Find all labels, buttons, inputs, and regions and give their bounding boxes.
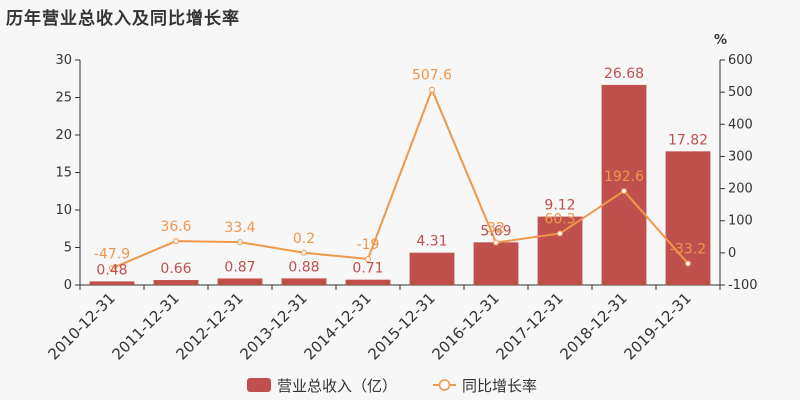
x-tick-label: 2018-12-31: [556, 289, 630, 363]
bar-value-label: 0.71: [352, 261, 383, 277]
right-tick-label: 100: [728, 214, 753, 229]
growth-rate-point: [493, 239, 499, 246]
growth-rate-point: [109, 265, 115, 272]
bar-value-label: 9.12: [544, 198, 575, 214]
left-tick-label: 10: [55, 203, 72, 218]
growth-rate-point: [557, 230, 563, 237]
legend-bar-swatch: [247, 378, 271, 392]
bar: [473, 242, 519, 285]
left-tick-label: 5: [64, 241, 72, 256]
left-tick-label: 20: [55, 128, 72, 143]
x-tick-label: 2015-12-31: [364, 289, 438, 363]
growth-rate-point: [301, 249, 307, 256]
chart-title: 历年营业总收入及同比增长率: [6, 9, 240, 29]
x-tick-label: 2017-12-31: [492, 289, 566, 363]
bar: [601, 84, 647, 286]
bar-value-label: 5.69: [480, 223, 511, 239]
growth-rate-point: [173, 238, 179, 245]
growth-rate-label: -33.2: [670, 242, 706, 258]
growth-rate-point: [237, 239, 243, 246]
right-tick-label: 600: [728, 53, 753, 68]
left-tick-label: 0: [64, 278, 72, 293]
x-tick-label: 2019-12-31: [620, 289, 694, 363]
bar-value-label: 0.48: [96, 262, 127, 278]
left-tick-label: 30: [55, 53, 72, 68]
x-tick-label: 2012-12-31: [172, 289, 246, 363]
right-tick-label: 200: [728, 182, 753, 197]
legend-line-label: 同比增长率: [462, 377, 537, 395]
growth-rate-label: 192.6: [604, 169, 644, 185]
growth-rate-point: [429, 86, 435, 93]
right-axis-unit: %: [714, 33, 727, 48]
growth-rate-label: -19: [357, 237, 380, 253]
bar: [281, 278, 327, 285]
right-tick-label: 300: [728, 149, 753, 164]
bar: [345, 279, 391, 285]
growth-rate-point: [685, 260, 691, 267]
bar-value-label: 0.88: [288, 259, 319, 275]
x-tick-label: 2014-12-31: [300, 289, 374, 363]
legend-bar-label: 营业总收入（亿）: [277, 377, 397, 395]
bar: [537, 216, 583, 285]
growth-rate-line: [111, 86, 689, 270]
growth-rate-point: [621, 187, 627, 194]
growth-rate-label: 32: [487, 221, 505, 237]
x-tick-label: 2010-12-31: [44, 289, 118, 363]
growth-rate-label: 33.4: [224, 220, 255, 236]
x-tick-label: 2011-12-31: [108, 289, 182, 363]
x-tick-label: 2016-12-31: [428, 289, 502, 363]
growth-rate-label: -47.9: [94, 246, 130, 262]
right-tick-label: -100: [728, 278, 758, 293]
bar-value-label: 0.66: [160, 261, 191, 277]
x-tick-label: 2013-12-31: [236, 289, 310, 363]
left-tick-label: 15: [55, 166, 72, 181]
bar: [217, 278, 263, 285]
growth-rate-label: 60.3: [544, 211, 575, 227]
bar: [153, 280, 199, 285]
growth-rate-label: 36.6: [160, 219, 191, 235]
left-tick-label: 25: [55, 91, 72, 106]
bar: [89, 281, 135, 285]
bar-value-label: 4.31: [416, 234, 447, 250]
bar-value-label: 0.87: [224, 259, 255, 275]
legend-line-marker: [438, 379, 451, 391]
growth-rate-label: 0.2: [293, 231, 315, 247]
bar: [409, 252, 455, 285]
bar-value-label: 26.68: [604, 66, 644, 82]
right-tick-label: 500: [728, 85, 753, 100]
right-tick-label: 400: [728, 117, 753, 132]
growth-rate-label: 507.6: [412, 68, 452, 84]
growth-rate-point: [365, 255, 371, 262]
right-tick-label: 0: [728, 246, 736, 261]
bar-value-label: 17.82: [668, 132, 708, 148]
